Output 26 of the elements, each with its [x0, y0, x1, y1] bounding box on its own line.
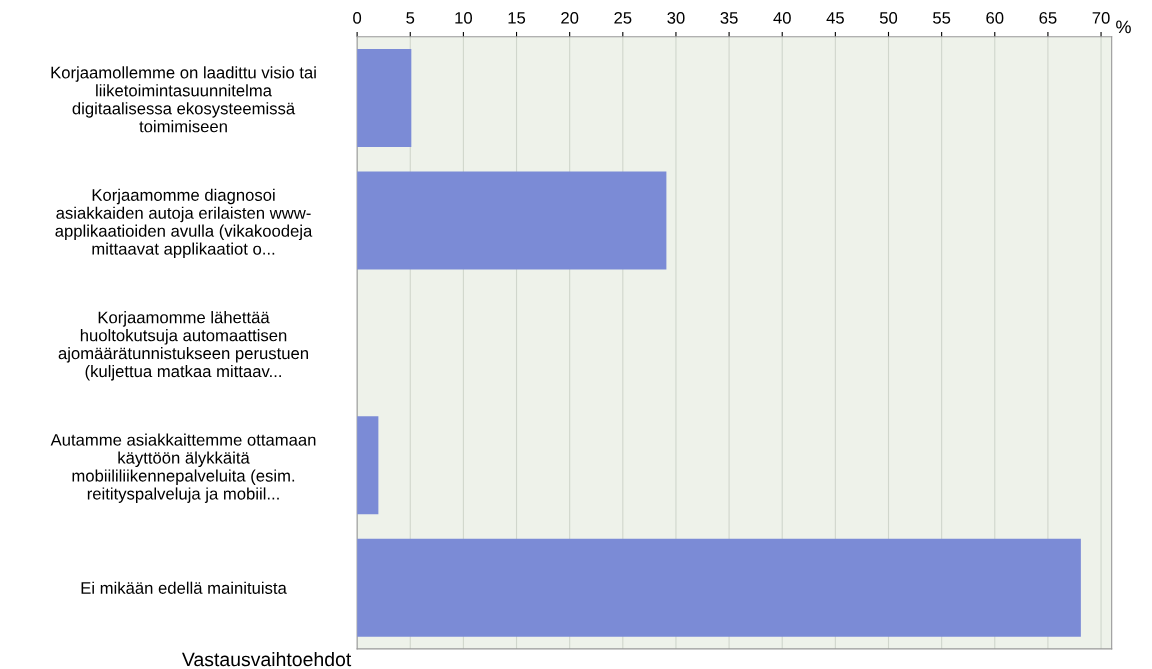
y-tick-label: Korjaamomme lähettää huoltokutsuja automaattisen ajomäärätunnistukseen perustuen (kuljettua matkaa mittaav... [58, 311, 308, 381]
bar [357, 416, 379, 515]
x-tick-label: 10 [455, 11, 473, 24]
x-tick-label: 70 [1092, 11, 1110, 24]
x-tick-label: 20 [561, 11, 579, 24]
y-tick-label: Autamme asiakkaittemme ottamaan käyttöön älykkäitä mobiililiikennepalveluita (esim. reitityspalveluja ja mobiil... [50, 433, 316, 503]
x-tick-label: 0 [353, 11, 362, 24]
x-tick-label: 35 [720, 11, 738, 24]
bar [357, 49, 412, 147]
x-tick-label: 15 [508, 12, 526, 24]
bar [357, 171, 667, 270]
x-tick-label: 45 [826, 12, 844, 24]
x-tick-label: 55 [933, 12, 951, 24]
y-tick-label: Korjaamollemme on laadittu visio tai liiketoimintasuunnitelma digitaalisessa ekosysteemissä toimimiseen [51, 66, 316, 133]
y-tick-label: Korjaamomme diagnosoi asiakkaiden autoja erilaisten www- applikaatioiden avulla (vikakoodeja mittaavat applikaatiot o... [55, 188, 313, 259]
x-axis-title: % [1116, 20, 1131, 34]
y-axis-title: Vastausvaihtoehdot [181, 651, 352, 667]
x-tick-label: 40 [773, 11, 791, 24]
x-tick-label: 50 [879, 11, 898, 24]
x-tick-label: 65 [1039, 11, 1057, 24]
x-tick-label: 5 [406, 12, 415, 24]
x-tick-label: 30 [667, 11, 685, 24]
y-tick-label: Ei mikään edellä mainituista [81, 581, 287, 594]
x-tick-label: 25 [614, 11, 632, 24]
x-tick-label: 60 [986, 11, 1004, 24]
bar [357, 538, 1081, 637]
